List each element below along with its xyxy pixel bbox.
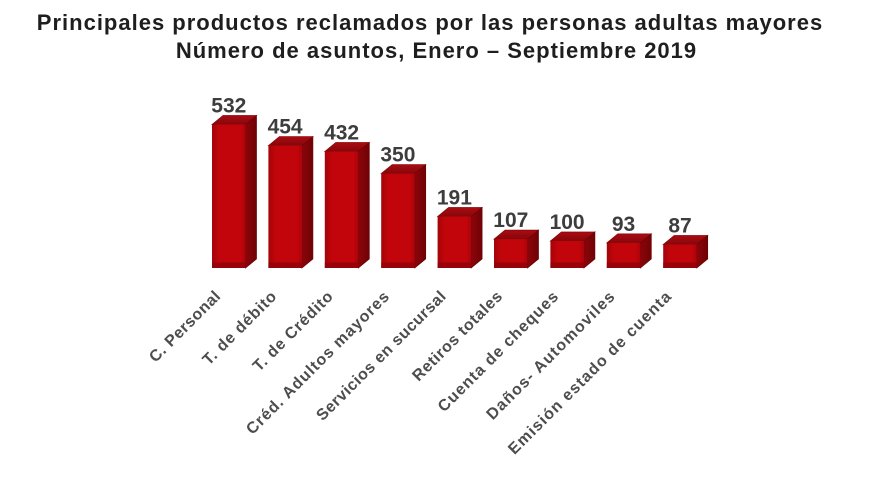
svg-text:100: 100 bbox=[550, 211, 585, 234]
svg-text:107: 107 bbox=[493, 209, 528, 232]
svg-text:191: 191 bbox=[437, 187, 472, 210]
svg-text:454: 454 bbox=[268, 116, 303, 139]
svg-text:93: 93 bbox=[612, 213, 635, 236]
svg-text:350: 350 bbox=[380, 144, 415, 167]
svg-text:432: 432 bbox=[324, 122, 359, 145]
svg-text:87: 87 bbox=[668, 215, 691, 238]
svg-text:532: 532 bbox=[211, 95, 246, 118]
